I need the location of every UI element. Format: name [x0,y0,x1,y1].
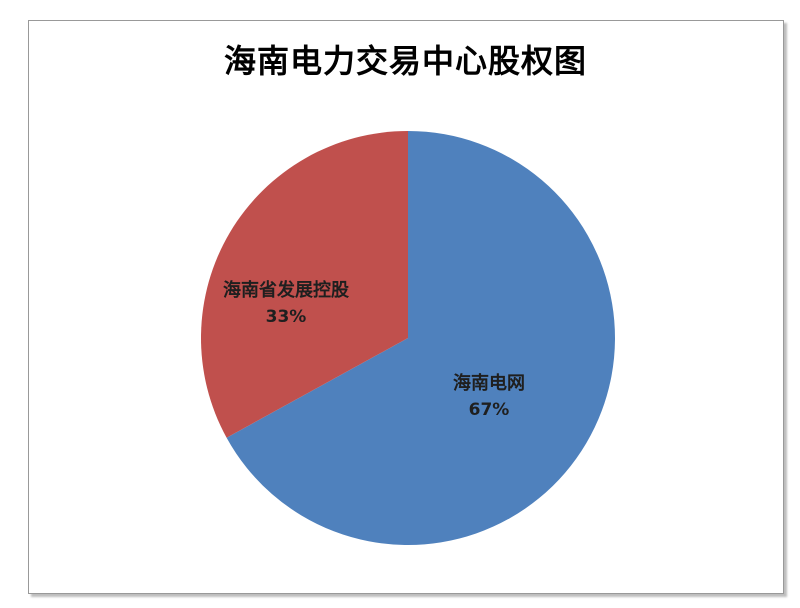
slice-name-label: 海南电网 [453,373,525,394]
chart-title: 海南电力交易中心股权图 [223,42,587,80]
slice-label-group-0: 海南电网 67% [453,370,525,424]
pie-slice-0 [226,131,615,545]
slice-percent-label: 67% [468,400,510,420]
slice-name-label: 海南省发展控股 [223,280,349,301]
slice-label-group-1: 海南省发展控股 33% [223,277,349,331]
slice-percent-label: 33% [265,307,307,327]
pie-slice-1 [200,131,408,438]
